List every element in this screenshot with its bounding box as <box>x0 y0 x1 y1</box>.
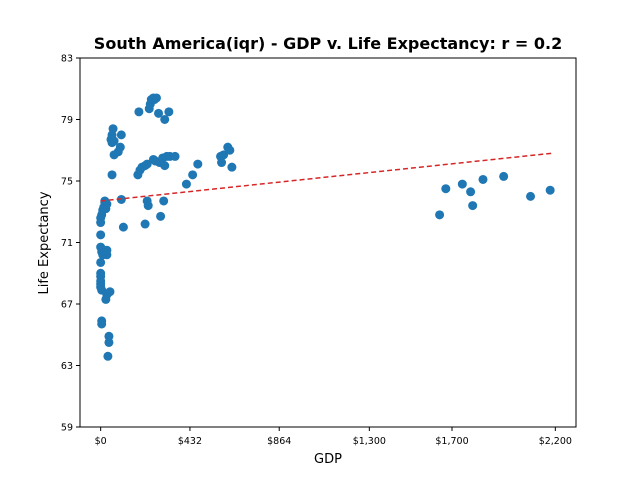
y-tick-label: 63 <box>61 361 73 372</box>
y-axis-label: Life Expectancy <box>37 191 52 294</box>
data-point <box>457 179 467 189</box>
data-point <box>227 162 237 172</box>
data-point <box>97 319 107 329</box>
data-point <box>160 115 170 124</box>
y-tick-label: 75 <box>61 177 73 188</box>
y-tick-label: 83 <box>61 54 73 65</box>
y-axis: 59 63 67 71 75 79 83 <box>61 54 80 434</box>
x-tick-label: $432 <box>178 436 202 447</box>
data-point <box>478 174 488 184</box>
data-point <box>188 170 198 180</box>
data-point <box>143 201 153 211</box>
data-point <box>435 210 445 220</box>
x-tick-label: $1,700 <box>435 436 468 447</box>
data-point <box>116 130 126 140</box>
x-tick-label: $0 <box>95 436 107 447</box>
data-point <box>156 211 166 221</box>
data-point <box>164 107 174 117</box>
y-tick-label: 59 <box>61 423 73 434</box>
data-point <box>96 230 106 240</box>
data-points <box>96 93 555 361</box>
data-point <box>142 159 152 169</box>
chart-title: South America(iqr) - GDP v. Life Expecta… <box>94 34 562 53</box>
y-tick-label: 67 <box>61 300 73 311</box>
data-point <box>160 161 170 171</box>
x-tick-label: $864 <box>267 436 291 447</box>
data-point <box>217 158 227 168</box>
data-point <box>181 179 191 189</box>
data-point <box>118 222 128 232</box>
data-point <box>96 257 106 267</box>
data-point <box>219 150 229 160</box>
data-point <box>468 201 478 211</box>
data-point <box>170 151 180 161</box>
data-point <box>499 171 509 181</box>
data-point <box>225 145 235 155</box>
data-point <box>104 337 114 347</box>
data-point <box>134 107 144 117</box>
data-point <box>105 287 115 297</box>
data-point <box>109 150 119 160</box>
data-point <box>140 219 150 229</box>
data-point <box>102 245 112 255</box>
trend-line <box>100 152 552 202</box>
data-point <box>96 218 106 228</box>
data-point <box>159 196 169 206</box>
data-point <box>104 331 114 341</box>
data-point <box>526 191 536 201</box>
data-point <box>151 93 161 103</box>
data-point <box>109 136 119 146</box>
data-point <box>101 294 111 304</box>
x-axis-label: GDP <box>314 452 342 467</box>
data-point <box>193 159 203 169</box>
y-tick-label: 71 <box>61 238 73 249</box>
data-point <box>107 170 117 180</box>
data-point <box>466 187 476 197</box>
x-tick-label: $1,300 <box>353 436 386 447</box>
y-tick-label: 79 <box>61 115 73 126</box>
x-tick-label: $2,200 <box>539 436 572 447</box>
data-point <box>154 108 164 118</box>
data-point <box>545 185 555 195</box>
x-axis: $0 $432 $864 $1,300 $1,700 $2,200 <box>95 427 572 447</box>
data-point <box>441 184 451 194</box>
data-point <box>103 351 113 361</box>
